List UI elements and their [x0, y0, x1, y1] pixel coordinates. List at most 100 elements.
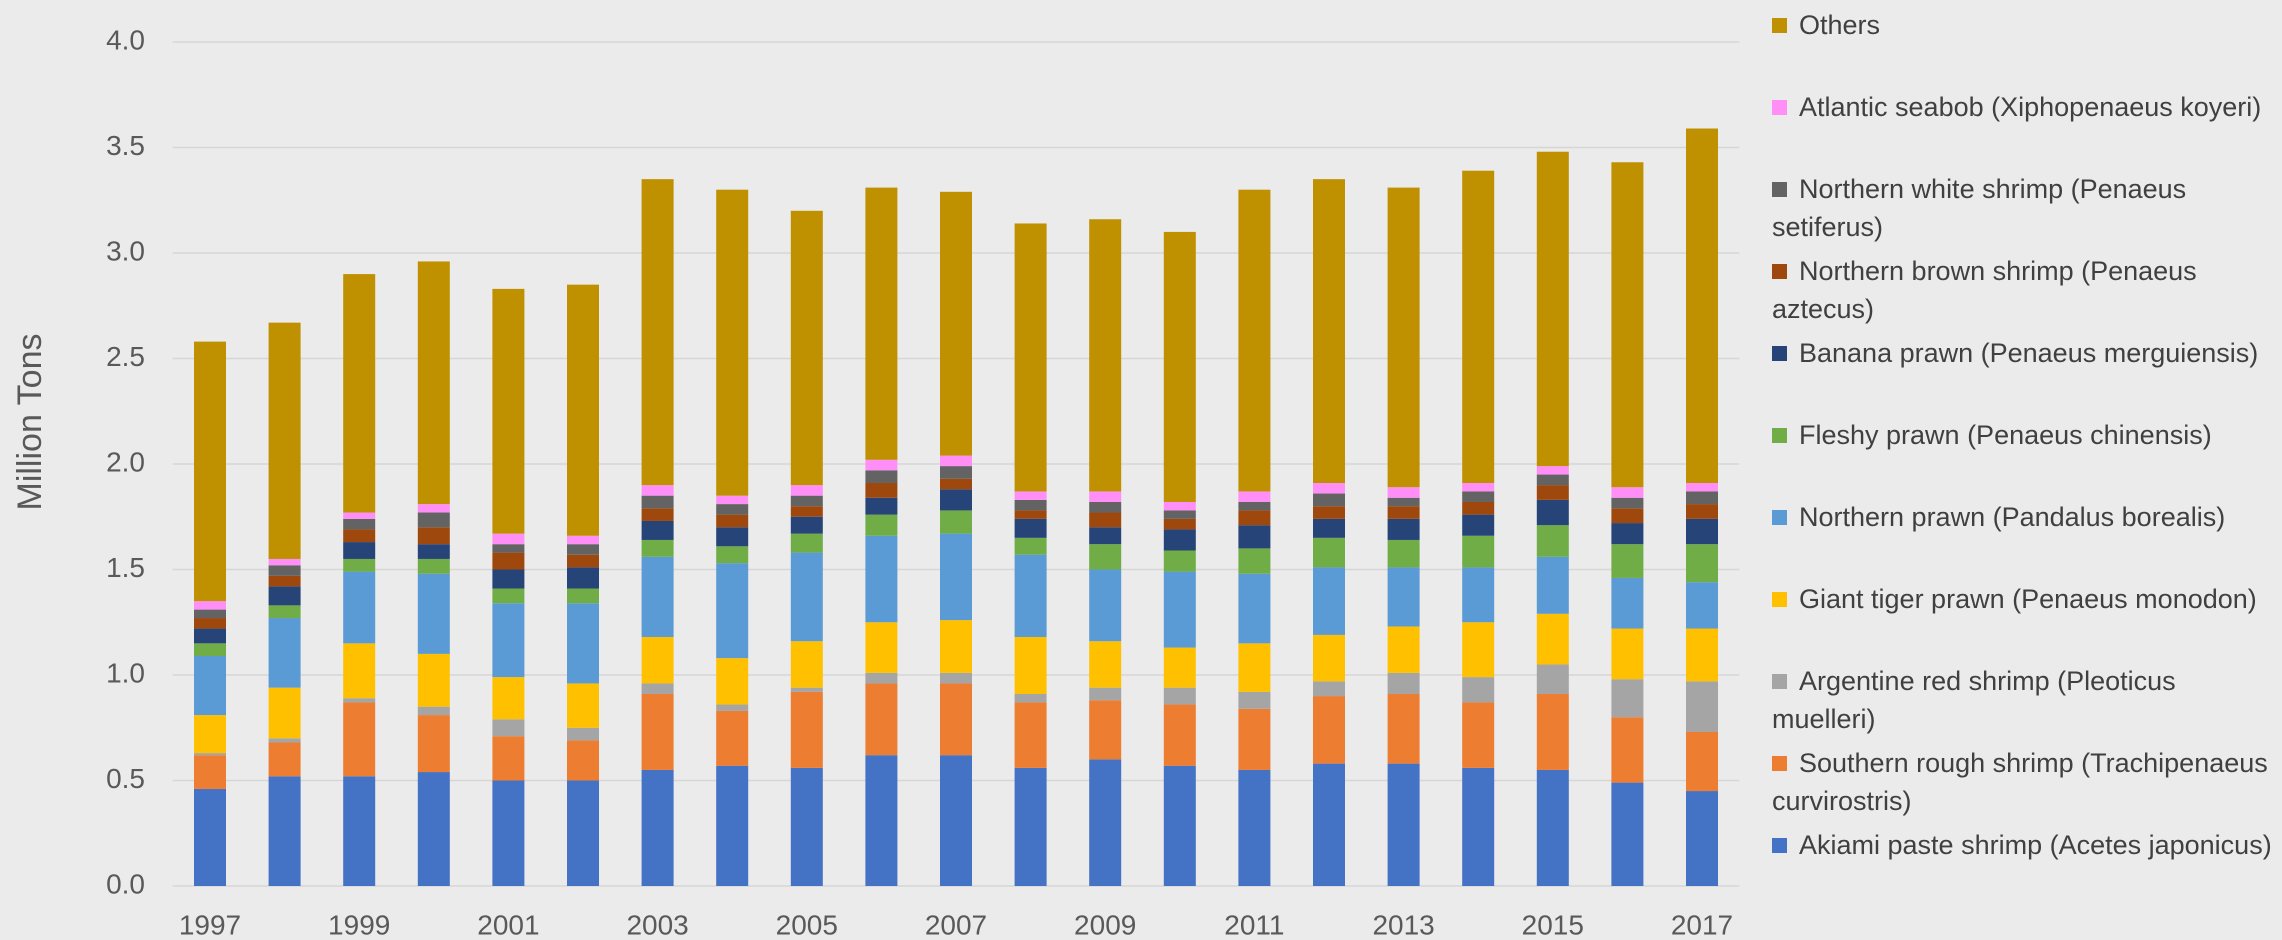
bar-segment — [1163, 518, 1196, 530]
bar-segment — [1089, 544, 1122, 570]
bar-segment — [1163, 550, 1196, 572]
bar-segment — [716, 710, 749, 766]
bar-segment — [865, 672, 898, 684]
bar-segment — [1313, 681, 1345, 697]
bar-segment — [417, 706, 450, 716]
bar-segment — [268, 322, 301, 559]
bar-segment — [492, 677, 525, 720]
bar-segment — [1686, 128, 1718, 483]
bar-segment — [716, 563, 749, 659]
legend-item: Giant tiger prawn (Penaeus monodon) — [1772, 580, 2272, 618]
bar-segment — [1686, 681, 1718, 732]
bar-segment — [492, 603, 525, 678]
bar-segment — [641, 637, 674, 684]
bar-segment — [1536, 466, 1569, 475]
bar-segment — [1536, 499, 1569, 526]
bar-segment — [492, 569, 525, 589]
bar-segment — [194, 341, 226, 602]
bar-segment — [1387, 497, 1420, 507]
x-tick-label: 2017 — [1671, 909, 1733, 940]
bar-segment — [716, 527, 749, 547]
bar-segment — [1611, 508, 1644, 524]
bar-segment — [1014, 693, 1047, 703]
bar-segment — [1536, 693, 1569, 770]
bar-segment — [343, 274, 376, 513]
bar-segment — [417, 261, 450, 505]
bar-segment — [1238, 708, 1271, 770]
bar-segment — [1387, 518, 1420, 540]
bar-segment — [194, 788, 226, 886]
bar-segment — [1536, 769, 1569, 886]
bar-segment — [865, 482, 898, 498]
bar-segment — [1611, 679, 1644, 718]
x-tick-label: 1999 — [328, 909, 390, 940]
bar-segment — [865, 683, 898, 756]
bar-segment — [1089, 700, 1122, 760]
x-tick-label: 2013 — [1372, 909, 1434, 940]
legend-label: Argentine red shrimp (Pleoticus muelleri… — [1772, 666, 2176, 734]
bar-segment — [1611, 628, 1644, 680]
bar-segment — [492, 288, 525, 534]
bar-segment — [1089, 641, 1122, 688]
bar-segment — [343, 542, 376, 559]
y-tick-label: 0.5 — [106, 763, 145, 794]
legend-label: Akiami paste shrimp (Acetes japonicus) — [1799, 830, 2272, 860]
bar-segment — [1313, 696, 1345, 764]
legend-label: Giant tiger prawn (Penaeus monodon) — [1799, 584, 2257, 614]
bar-segment — [641, 693, 674, 770]
y-tick-label: 2.5 — [106, 341, 145, 372]
legend-label: Others — [1799, 10, 1881, 40]
bar-segment — [1014, 510, 1047, 519]
bar-segment — [1313, 537, 1345, 568]
bar-segment — [417, 772, 450, 886]
bar-segment — [343, 512, 376, 519]
bar-segment — [1163, 501, 1196, 511]
bar-segment — [1387, 626, 1420, 673]
bar-segment — [1462, 501, 1495, 515]
legend-swatch — [1772, 18, 1787, 33]
bar-segment — [1163, 647, 1196, 688]
bar-segment — [1238, 573, 1271, 644]
bar-segment — [567, 567, 599, 589]
bar-segment — [194, 609, 226, 619]
bar-segment — [1611, 523, 1644, 545]
bar-segment — [641, 508, 674, 521]
bar-segment — [567, 588, 599, 604]
bar-segment — [940, 191, 972, 456]
bar-segment — [940, 533, 972, 621]
bar-segment — [1313, 518, 1345, 538]
bar-segment — [1611, 487, 1644, 498]
bar-segment — [268, 586, 301, 606]
bar-segment — [1536, 556, 1569, 614]
bar-segment — [343, 702, 376, 777]
bar-segment — [1611, 577, 1644, 629]
bar-segment — [1686, 791, 1718, 886]
bar-segment — [790, 641, 823, 688]
bar-segment — [1536, 151, 1569, 467]
bar-segment — [1313, 506, 1345, 519]
y-tick-label: 1.0 — [106, 657, 145, 688]
legend-swatch — [1772, 182, 1787, 197]
bar-segment — [790, 691, 823, 768]
bar-segment — [343, 643, 376, 699]
bar-segment — [1536, 613, 1569, 665]
y-tick-label: 2.0 — [106, 446, 145, 477]
legend-item: Northern white shrimp (Penaeus setiferus… — [1772, 170, 2272, 246]
bar-segment — [1536, 474, 1569, 486]
bar-segment — [343, 518, 376, 530]
bar-segment — [940, 620, 972, 673]
bar-segment — [1387, 506, 1420, 519]
bar-segment — [567, 740, 599, 781]
bar-segment — [716, 514, 749, 528]
bar-segment — [417, 573, 450, 654]
y-tick-label: 4.0 — [106, 24, 145, 55]
legend-swatch — [1772, 674, 1787, 689]
bar-segment — [1163, 510, 1196, 519]
legend-item: Others — [1772, 6, 2272, 44]
bar-segment — [1238, 691, 1271, 709]
bar-segment — [1238, 491, 1271, 502]
bar-segment — [1089, 491, 1122, 502]
legend-item: Northern prawn (Pandalus borealis) — [1772, 498, 2272, 536]
bar-segment — [1238, 769, 1271, 886]
